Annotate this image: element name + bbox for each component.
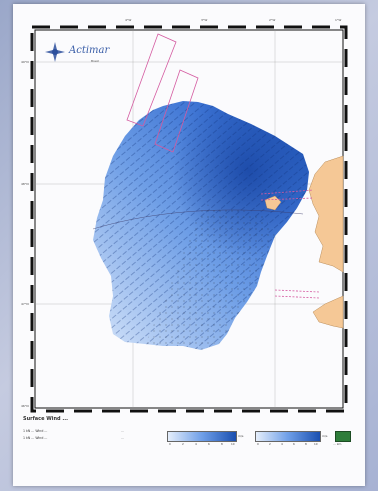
colorbar-1-unit: m/s (238, 434, 244, 438)
top-tick-label: 3°W (201, 18, 208, 22)
colorbar-2-tick: 2 (269, 442, 271, 446)
legend-title: Surface Wind ... (23, 416, 69, 422)
contour-line (92, 209, 304, 230)
scale-text: ... km (333, 442, 342, 446)
colorbar-1-tick: 10 (231, 442, 235, 446)
legend-line-2: 1 kN ... Wind ... (23, 436, 48, 440)
colorbar-1-tick: 6 (208, 442, 210, 446)
colorbar-1 (167, 431, 237, 442)
top-tick-label: 2°W (269, 18, 276, 22)
colorbar-2-tick: 10 (314, 442, 318, 446)
land (264, 155, 344, 329)
legend-line-1: 1 kN ... Wind ... (23, 429, 48, 433)
colorbar-2-tick: 6 (293, 442, 295, 446)
colorbar-1-tick: 8 (221, 442, 223, 446)
actimar-logo (45, 42, 65, 62)
survey-tracks (126, 33, 320, 299)
colorbar-2-tick: 4 (281, 442, 283, 446)
logo-text: Actimar (69, 45, 110, 56)
left-tick-label: 46°N (21, 404, 29, 408)
top-tick-label: 1°W (335, 18, 342, 22)
map-canvas (30, 25, 348, 413)
legend-mid-2: ... (121, 436, 124, 440)
top-tick-label: 4°W (125, 18, 132, 22)
colorbar-1-tick: 2 (182, 442, 184, 446)
colorbar-2-tick: 8 (305, 442, 307, 446)
colorbar-1-tick: 0 (169, 442, 171, 446)
left-tick-label: 49°N (21, 60, 29, 64)
colorbar-2-tick: 0 (257, 442, 259, 446)
colorbar-2-unit: m/s (322, 434, 328, 438)
left-tick-label: 47°N (21, 302, 29, 306)
logo-subtitle: Brest (91, 59, 99, 63)
legend-mid-1: ... (121, 429, 124, 433)
scale-swatch (335, 431, 351, 442)
colorbar-2 (255, 431, 321, 442)
legend-panel: Surface Wind ... 1 kN ... Wind ... 1 kN … (19, 409, 359, 481)
left-tick-label: 48°N (21, 182, 29, 186)
wind-field (93, 101, 309, 350)
colorbar-1-tick: 4 (195, 442, 197, 446)
map-frame: Actimar Brest 4°W 3°W 2°W 1°W 49°N 48°N … (13, 4, 365, 486)
